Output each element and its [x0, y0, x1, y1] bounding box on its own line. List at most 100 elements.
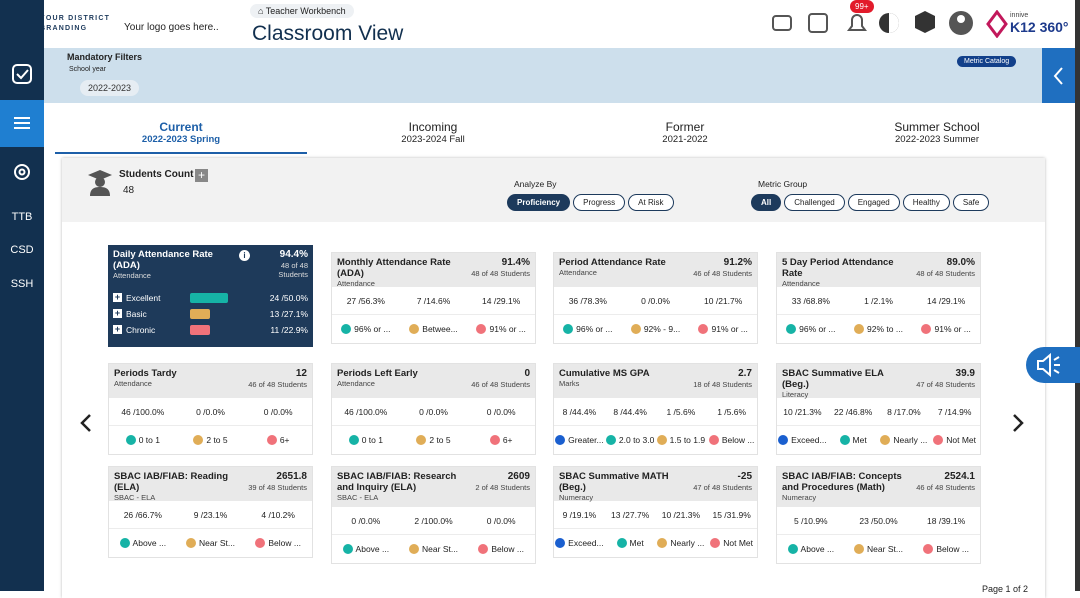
legend-text: Not Met — [946, 435, 976, 445]
tab-name[interactable]: Former — [665, 120, 705, 134]
card-value: 2651.8 — [276, 471, 307, 482]
legend-text: 2 to 5 — [206, 435, 228, 445]
analyze-option[interactable]: Progress — [573, 194, 626, 211]
legend-text: Below ... — [936, 544, 969, 554]
metric-card[interactable]: SBAC IAB/FIAB: Concepts and Procedures (… — [776, 466, 981, 564]
metric-group-option[interactable]: Challenged — [784, 194, 845, 211]
legend-dot — [555, 435, 566, 445]
metric-group-option[interactable]: All — [751, 194, 782, 211]
card-value: 39.9 — [955, 368, 975, 379]
tab-name[interactable]: Summer School — [894, 120, 980, 134]
cell-value: 0 /0.0% — [641, 295, 670, 306]
tab-term[interactable]: 2021-2022 — [662, 134, 708, 145]
side-item[interactable]: CSD — [10, 244, 34, 256]
analyze-option[interactable]: At Risk — [628, 194, 674, 211]
metric-card[interactable]: Daily Attendance Rate (ADA) Attendance i 94… — [108, 245, 313, 347]
filter-value[interactable]: 2022-2023 — [80, 80, 140, 96]
cell-value: 26 /66.7% — [123, 509, 162, 520]
legend-item: 96% or ... — [332, 324, 400, 334]
legend-item: 91% or ... — [689, 324, 757, 334]
analyze-label: Analyze By — [514, 179, 557, 189]
tab-term[interactable]: 2022-2023 Summer — [895, 134, 979, 145]
tab-name[interactable]: Current — [159, 120, 203, 134]
card-students: 46 of 48 Students — [916, 483, 975, 492]
scrollbar[interactable] — [1075, 0, 1080, 591]
metric-group-option[interactable]: Engaged — [847, 194, 900, 211]
cell-value: 0 /0.0% — [486, 406, 516, 417]
side-item[interactable]: TTB — [11, 211, 33, 223]
cell-value: 0 /0.0% — [196, 406, 225, 417]
metric-group-option[interactable]: Healthy — [902, 194, 950, 211]
legend-text: Exceed... — [791, 435, 827, 445]
legend-item: Below ... — [244, 538, 312, 548]
tab[interactable]: Summer School 2022-2023 Summer — [811, 120, 1063, 154]
card-title: SBAC IAB/FIAB: Reading (ELA) — [114, 471, 228, 493]
add-button[interactable]: + — [195, 169, 208, 182]
metric-card[interactable]: SBAC Summative ELA (Beg.) Literacy 39.9 47 … — [776, 363, 981, 455]
legend-dot — [710, 538, 721, 548]
cell-value: 14 /29.1% — [482, 295, 521, 306]
students-count: 48 — [123, 185, 135, 196]
card-value: 2.7 — [738, 368, 752, 379]
legend-text: Exceed... — [568, 538, 604, 548]
tab[interactable]: Current 2022-2023 Spring — [55, 120, 307, 154]
metric-card[interactable]: Period Attendance Rate Attendance 91.2% 46 … — [553, 252, 758, 344]
card-header: Cumulative MS GPA Marks 2.7 18 of 48 Studen… — [554, 364, 757, 398]
attendance-row: + Chronic 11 /22.9% — [108, 323, 313, 339]
prev-arrow[interactable] — [78, 412, 94, 434]
legend-dot — [119, 538, 130, 548]
menu-active[interactable] — [0, 100, 44, 147]
legend-dot — [708, 435, 719, 445]
tab-term[interactable]: 2022-2023 Spring — [141, 134, 221, 145]
metric-card[interactable]: Cumulative MS GPA Marks 2.7 18 of 48 Studen… — [553, 363, 758, 455]
cell-value: 1 /5.6% — [666, 406, 696, 417]
metric-card[interactable]: 5 Day Period Attendance Rate Attendance 89… — [776, 252, 981, 344]
metric-group-option[interactable]: Safe — [952, 194, 990, 211]
toolbar-icons[interactable] — [768, 6, 1008, 42]
cell-value: 13 /27.7% — [610, 509, 650, 520]
legend-text: Greater... — [568, 435, 604, 445]
metric-card[interactable]: Periods Tardy Attendance 12 46 of 48 Studen… — [108, 363, 313, 455]
metric-card[interactable]: Monthly Attendance Rate (ADA) Attendance 9… — [331, 252, 536, 344]
legend-dot — [854, 324, 865, 334]
card-students: 39 of 48 Students — [248, 483, 307, 492]
breadcrumb[interactable]: ⌂ Teacher Workbench — [250, 4, 354, 18]
legend-dot — [630, 324, 641, 334]
legend-row: 0 to 1 2 to 5 6+ — [332, 426, 535, 454]
legend-item: 0 to 1 — [109, 435, 177, 445]
metric-catalog[interactable]: Metric Catalog — [957, 56, 1017, 67]
legend-item: 92% to ... — [845, 324, 913, 334]
next-arrow[interactable] — [1010, 412, 1026, 434]
legend-text: 6+ — [502, 435, 513, 445]
analyze-option[interactable]: Proficiency — [507, 194, 571, 211]
legend-text: Above ... — [800, 544, 835, 554]
metric-card[interactable]: SBAC IAB/FIAB: Reading (ELA) SBAC - ELA 26… — [108, 466, 313, 558]
card-value: 2609 — [507, 471, 530, 482]
card-category: Attendance — [113, 271, 151, 280]
workbench-icon[interactable] — [12, 64, 32, 84]
legend-dot — [478, 544, 489, 554]
value-row: 5 /10.9% 23 /50.0% 18 /39.1% — [777, 507, 980, 535]
legend-row: 0 to 1 2 to 5 6+ — [109, 426, 312, 454]
tab-name[interactable]: Incoming — [408, 120, 458, 134]
tab[interactable]: Incoming 2023-2024 Fall — [307, 120, 559, 154]
notification-badge[interactable]: 99+ — [850, 0, 874, 13]
metric-group-options: All Challenged Engaged Healthy Safe — [751, 192, 992, 211]
side-item[interactable]: SSH — [10, 278, 34, 290]
card-title: Period Attendance Rate — [559, 257, 666, 268]
metric-card[interactable]: SBAC Summative MATH (Beg.) Numeracy -25 47 … — [553, 466, 758, 558]
audio-button[interactable] — [1026, 347, 1080, 383]
legend-item: Below ... — [912, 544, 980, 554]
tab-term[interactable]: 2023-2024 Fall — [401, 134, 465, 145]
collapse-tab[interactable] — [1042, 48, 1075, 103]
metric-card[interactable]: Periods Left Early Attendance 0 46 of 48 St… — [331, 363, 536, 455]
metric-card[interactable]: SBAC IAB/FIAB: Research and Inquiry (ELA… — [331, 466, 536, 564]
card-category: Literacy — [782, 390, 809, 399]
card-title: SBAC Summative MATH (Beg.) — [559, 471, 669, 493]
tab[interactable]: Former 2021-2022 — [559, 120, 811, 154]
card-header: SBAC IAB/FIAB: Reading (ELA) SBAC - ELA 26… — [109, 467, 312, 502]
settings-icon[interactable] — [12, 162, 32, 182]
card-category: Attendance — [114, 379, 152, 388]
legend-row: Exceed... Met Nearly ... Not Met — [777, 426, 980, 454]
breadcrumb-text[interactable]: Teacher Workbench — [265, 6, 346, 16]
